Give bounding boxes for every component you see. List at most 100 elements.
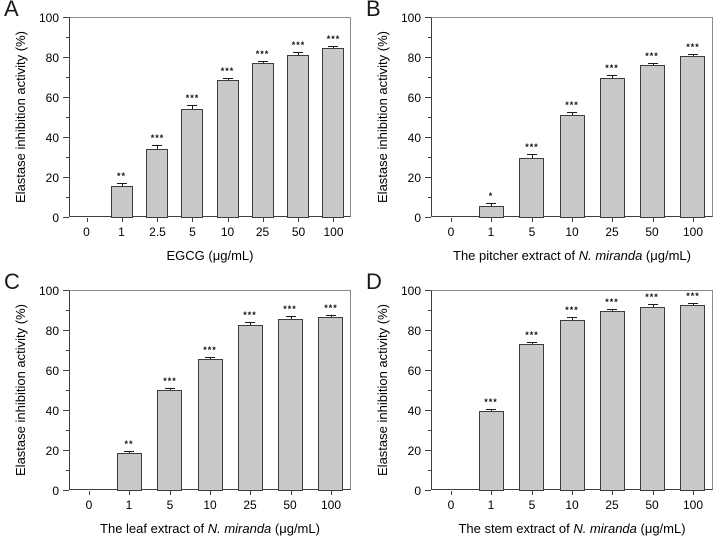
x-tick-label: 25 bbox=[605, 498, 619, 512]
y-tick bbox=[63, 290, 69, 291]
y-tick bbox=[425, 97, 431, 98]
chart-c: 0 20 40 60 80 100 0 1 ** 5 *** 10 *** 25 *** 50 *** 100 **… bbox=[0, 273, 362, 546]
x-tick bbox=[192, 218, 193, 222]
y-minor-tick bbox=[428, 350, 431, 351]
error-bar-cap bbox=[245, 322, 255, 323]
x-tick bbox=[210, 491, 211, 495]
x-axis-label: The leaf extract of N. miranda (μg/mL) bbox=[9, 521, 411, 537]
y-tick-label: 20 bbox=[45, 171, 59, 185]
y-tick-label: 40 bbox=[45, 404, 59, 418]
panel-b-letter: B bbox=[366, 0, 381, 21]
error-bar-cap bbox=[328, 46, 338, 47]
error-bar-cap bbox=[527, 342, 537, 343]
y-minor-tick bbox=[66, 430, 69, 431]
error-bar-cap bbox=[486, 409, 496, 410]
error-bar-line bbox=[210, 357, 211, 359]
significance-stars: *** bbox=[203, 345, 217, 355]
bar bbox=[181, 109, 203, 218]
significance-stars: *** bbox=[255, 49, 270, 59]
bar bbox=[117, 453, 142, 491]
species-name-italic: N. miranda bbox=[207, 521, 272, 536]
x-tick-label: 2.5 bbox=[149, 225, 166, 239]
panel-c-letter: C bbox=[4, 269, 20, 294]
y-minor-tick bbox=[66, 470, 69, 471]
significance-stars: *** bbox=[484, 397, 498, 407]
error-bar-line bbox=[572, 112, 573, 115]
chart-b: 0 20 40 60 80 100 0 1 * 5 *** 10 *** 25 *** 50 *** 100 ***… bbox=[362, 0, 724, 273]
y-tick bbox=[63, 177, 69, 178]
y-minor-tick bbox=[66, 37, 69, 38]
error-bar-line bbox=[333, 46, 334, 48]
x-tick bbox=[331, 491, 332, 495]
bar bbox=[519, 158, 544, 218]
x-tick bbox=[653, 218, 654, 222]
error-bar-cap bbox=[648, 63, 658, 64]
significance-stars: ** bbox=[124, 439, 134, 449]
bar bbox=[680, 305, 705, 491]
chart-a: 0 20 40 60 80 100 0 1 ** 2.5 *** 5 *** 10 *** 25 *** 50 **… bbox=[0, 0, 362, 273]
x-tick-label: 0 bbox=[83, 225, 90, 239]
x-tick bbox=[291, 491, 292, 495]
error-bar-line bbox=[129, 451, 130, 453]
panel-a: A 0 20 40 60 80 100 0 1 ** 2.5 *** 5 *** 10 *** 25 *** 50… bbox=[0, 0, 362, 273]
x-tick bbox=[451, 218, 452, 222]
y-tick-label: 80 bbox=[45, 324, 59, 338]
y-tick bbox=[63, 57, 69, 58]
x-tick bbox=[532, 218, 533, 222]
y-tick-label: 40 bbox=[407, 131, 421, 145]
x-tick-label: 10 bbox=[220, 225, 235, 239]
plot-area bbox=[69, 17, 351, 217]
y-tick bbox=[425, 57, 431, 58]
y-tick bbox=[425, 410, 431, 411]
x-tick bbox=[228, 218, 229, 222]
error-bar-cap bbox=[258, 61, 268, 62]
chart-d: 0 20 40 60 80 100 0 1 *** 5 *** 10 *** 25 *** 50 *** 100 *… bbox=[362, 273, 724, 546]
x-axis-label-text: The leaf extract of bbox=[100, 521, 208, 536]
error-bar-line bbox=[291, 316, 292, 319]
y-tick bbox=[425, 370, 431, 371]
y-tick-label: 20 bbox=[407, 171, 421, 185]
bar bbox=[252, 63, 274, 218]
x-tick bbox=[693, 491, 694, 495]
y-tick-label: 80 bbox=[407, 324, 421, 338]
error-bar-line bbox=[612, 75, 613, 78]
x-tick-label: 50 bbox=[645, 498, 659, 512]
significance-stars: *** bbox=[326, 34, 341, 44]
y-tick-label: 0 bbox=[52, 484, 59, 498]
y-tick-label: 20 bbox=[45, 444, 59, 458]
x-tick-label: 5 bbox=[528, 225, 536, 239]
bar bbox=[560, 115, 585, 218]
x-tick-label: 100 bbox=[682, 498, 704, 512]
error-bar-cap bbox=[165, 388, 175, 389]
y-tick-label: 0 bbox=[414, 484, 421, 498]
x-tick bbox=[653, 491, 654, 495]
y-tick-label: 100 bbox=[38, 284, 59, 298]
x-tick-label: 1 bbox=[125, 498, 133, 512]
error-bar-cap bbox=[688, 303, 698, 304]
y-tick bbox=[63, 330, 69, 331]
x-tick-label: 1 bbox=[487, 498, 495, 512]
x-tick-label: 25 bbox=[255, 225, 270, 239]
x-tick bbox=[129, 491, 130, 495]
y-tick-label: 0 bbox=[414, 211, 421, 225]
bar bbox=[157, 390, 182, 491]
x-tick-label: 100 bbox=[320, 498, 342, 512]
x-tick-label: 0 bbox=[447, 498, 455, 512]
x-tick bbox=[491, 218, 492, 222]
significance-stars: *** bbox=[605, 297, 619, 307]
y-minor-tick bbox=[428, 117, 431, 118]
y-minor-tick bbox=[428, 430, 431, 431]
x-tick bbox=[170, 491, 171, 495]
x-axis-label-text: The pitcher extract of bbox=[453, 248, 579, 263]
error-bar-cap bbox=[688, 54, 698, 55]
x-tick-label: 25 bbox=[605, 225, 619, 239]
x-tick-label: 1 bbox=[118, 225, 125, 239]
y-tick-label: 100 bbox=[38, 11, 59, 25]
y-tick bbox=[425, 177, 431, 178]
y-tick bbox=[63, 370, 69, 371]
bar bbox=[318, 317, 343, 491]
bar bbox=[680, 56, 705, 218]
x-tick bbox=[693, 218, 694, 222]
y-axis-label: Elastase inhibition activity (%) bbox=[375, 31, 390, 203]
